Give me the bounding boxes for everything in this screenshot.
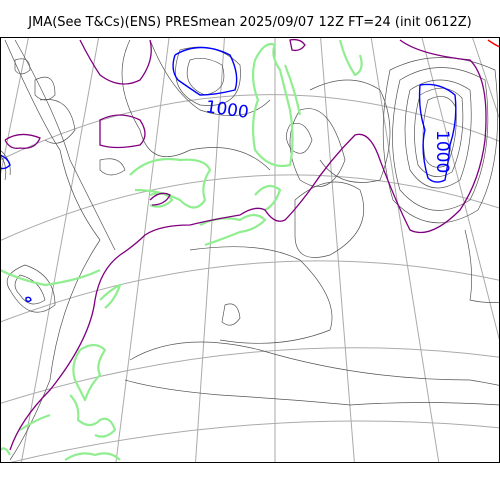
graticule [0,37,500,463]
chart-title: JMA(See T&Cs)(ENS) PRESmean 2025/09/07 1… [28,15,472,30]
isobars-thin [0,39,500,461]
isobars-blue [0,46,457,303]
map-frame [0,37,500,463]
isobars-red [487,39,500,48]
isobars-purple [4,38,487,451]
isobar-label: 1000 [432,130,452,173]
isobar-label: 1000 [204,97,250,123]
pressure-map: 1000 1000 [0,37,500,463]
coastline [0,39,363,461]
